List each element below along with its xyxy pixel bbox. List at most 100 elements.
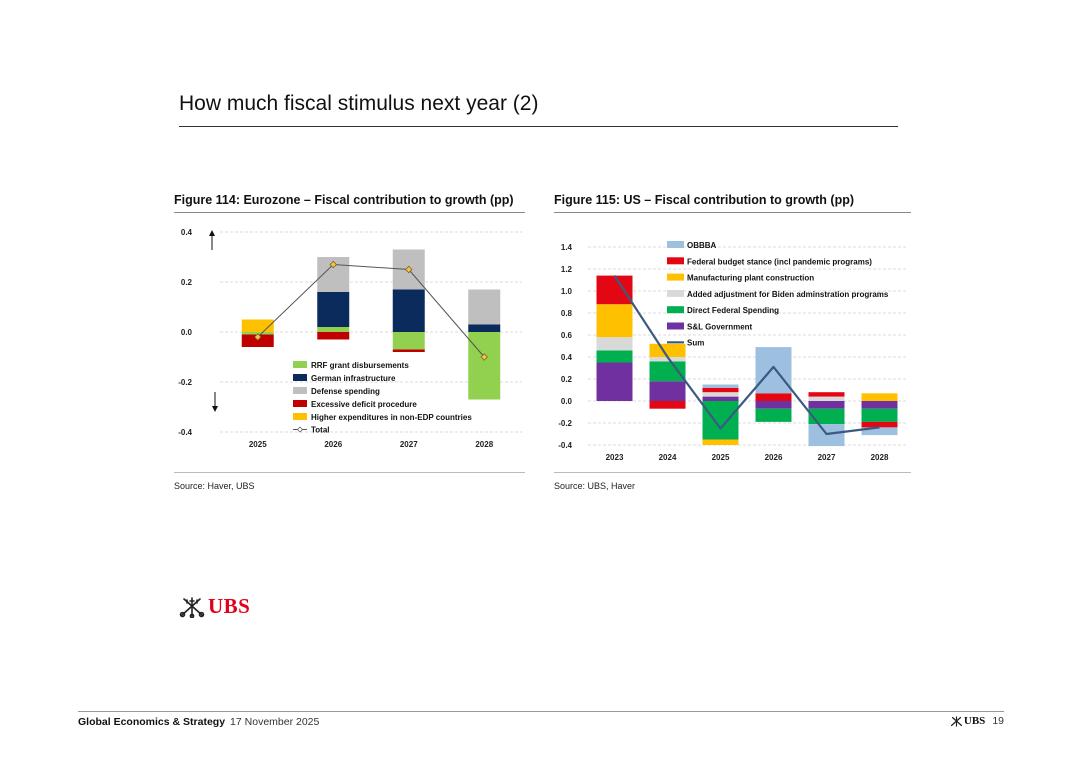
bar-segment-5-2027 (808, 401, 845, 409)
x-tick-label: 2026 (324, 440, 342, 449)
legend-swatch-4 (667, 306, 684, 314)
figure-115-title: Figure 115: US – Fiscal contribution to … (554, 193, 855, 207)
y-tick-label: 1.4 (561, 243, 573, 252)
footer-logo-text: UBS (963, 715, 986, 727)
total-marker-2028 (480, 353, 488, 361)
y-tick-label: 0.2 (181, 278, 193, 287)
x-tick-label: 2023 (606, 453, 624, 462)
legend-label: Added adjustment for Biden adminstration… (687, 290, 889, 299)
bar-segment-0-2027 (392, 332, 425, 350)
legend-swatch-1 (667, 257, 684, 265)
x-tick-label: 2026 (765, 453, 783, 462)
legend-swatch-3 (667, 289, 684, 297)
y-tick-label: -0.4 (558, 441, 572, 450)
legend-label: Federal budget stance (incl pandemic pro… (687, 257, 872, 266)
bar-segment-4-2024 (649, 361, 686, 382)
y-tick-label: 0.4 (181, 228, 193, 237)
legend-label: Direct Federal Spending (687, 306, 779, 315)
footer-keys-icon (950, 715, 963, 727)
bar-segment-1-2028 (861, 421, 898, 428)
page-title: How much fiscal stimulus next year (2) (179, 92, 539, 115)
bar-segment-2-2023 (596, 304, 633, 338)
x-tick-label: 2027 (400, 440, 418, 449)
y-tick-label: 0.6 (561, 331, 573, 340)
legend-label: Manufacturing plant construction (687, 274, 814, 283)
bar-segment-1-2027 (808, 392, 845, 397)
total-marker-2025 (254, 333, 262, 341)
x-tick-label: 2027 (818, 453, 836, 462)
figure-114-title-rule (174, 212, 525, 213)
legend-label: S&L Government (687, 323, 753, 332)
y-tick-label: 1.2 (561, 265, 573, 274)
bar-segment-2-2024 (649, 343, 686, 357)
legend-label: Higher expenditures in non-EDP countries (311, 413, 472, 422)
figure-115-bottom-rule (554, 472, 911, 473)
bar-segment-5-2026 (755, 401, 792, 409)
ubs-logo-text: UBS (208, 594, 251, 618)
bar-segment-4-2023 (596, 350, 633, 363)
legend-label: Defense spending (311, 387, 380, 396)
total-marker-2027 (405, 265, 413, 274)
bar-segment-4-2026 (755, 408, 792, 422)
title-divider (179, 126, 898, 127)
legend-swatch-5 (667, 322, 684, 330)
bar-segment-1-2027 (392, 289, 425, 332)
ubs-logo: UBS (179, 594, 250, 619)
legend-swatch-2 (667, 273, 684, 281)
bar-segment-3-2025 (702, 392, 739, 397)
figure-114-bottom-rule (174, 472, 525, 473)
bar-segment-3-2027 (808, 396, 845, 401)
total-marker-2026 (329, 260, 337, 269)
bar-segment-3-2027 (392, 349, 425, 352)
legend-label: Sum (687, 338, 704, 347)
bar-segment-5-2024 (649, 381, 686, 401)
bar-segment-1-2024 (649, 401, 686, 409)
sum-line (613, 274, 880, 436)
bar-segment-3-2026 (317, 332, 350, 340)
y-tick-label: 0.2 (561, 375, 573, 384)
y-tick-label: -0.2 (178, 378, 192, 387)
bar-segment-5-2023 (596, 362, 633, 401)
bar-segment-5-2028 (861, 401, 898, 409)
bar-segment-3-2024 (649, 357, 686, 362)
total-line (257, 263, 485, 358)
bar-segment-1-2028 (468, 324, 501, 332)
bar-segment-3-2025 (241, 334, 274, 347)
y-tick-label: 0.8 (561, 309, 573, 318)
bar-segment-1-2026 (317, 292, 350, 327)
bar-segment-0-2026 (317, 327, 350, 332)
tightening-arrow-head (212, 406, 218, 412)
eurozone-fiscal-chart: 0.4 0.2 0.0 -0.2 -0.4 2025 2026 2027 2028 RRF gra… (178, 228, 522, 449)
legend-label: Total (311, 426, 330, 435)
x-tick-label: 2025 (712, 453, 730, 462)
y-tick-label: 0.0 (561, 397, 573, 406)
footer-date: 17 November 2025 (230, 716, 320, 728)
y-tick-label: 1.0 (561, 287, 573, 296)
bar-segment-2-2025 (702, 439, 739, 445)
bar-segment-0-2028 (468, 332, 501, 400)
page-number: 19 (992, 715, 1004, 727)
bar-segment-1-2026 (755, 393, 792, 401)
bar-segment-0-2026 (755, 347, 792, 394)
legend-swatch-0 (667, 241, 684, 248)
keys-icon (179, 596, 205, 618)
bar-segment-0-2025 (702, 384, 739, 388)
bar-segment-0-2028 (861, 427, 898, 436)
bar-segment-5-2025 (702, 396, 739, 401)
bar-segment-1-2025 (702, 387, 739, 393)
footer-right: UBS 19 (950, 715, 1004, 727)
legend-label: German infrastructure (311, 374, 396, 383)
x-tick-label: 2028 (871, 453, 889, 462)
footer-left: Global Economics & Strategy 17 November 2… (78, 716, 319, 728)
bar-segment-0-2027 (808, 424, 845, 447)
legend-swatch-2 (293, 387, 307, 394)
y-tick-label: -0.4 (178, 428, 192, 437)
footer-divider (78, 711, 1004, 712)
bar-segment-4-2028 (861, 408, 898, 422)
x-tick-label: 2028 (475, 440, 493, 449)
bar-segment-0-2025 (241, 332, 274, 335)
legend-swatch-1 (293, 374, 307, 381)
legend-swatch-0 (293, 361, 307, 368)
y-tick-label: 0.4 (561, 353, 573, 362)
legend-swatch-4 (293, 413, 307, 420)
